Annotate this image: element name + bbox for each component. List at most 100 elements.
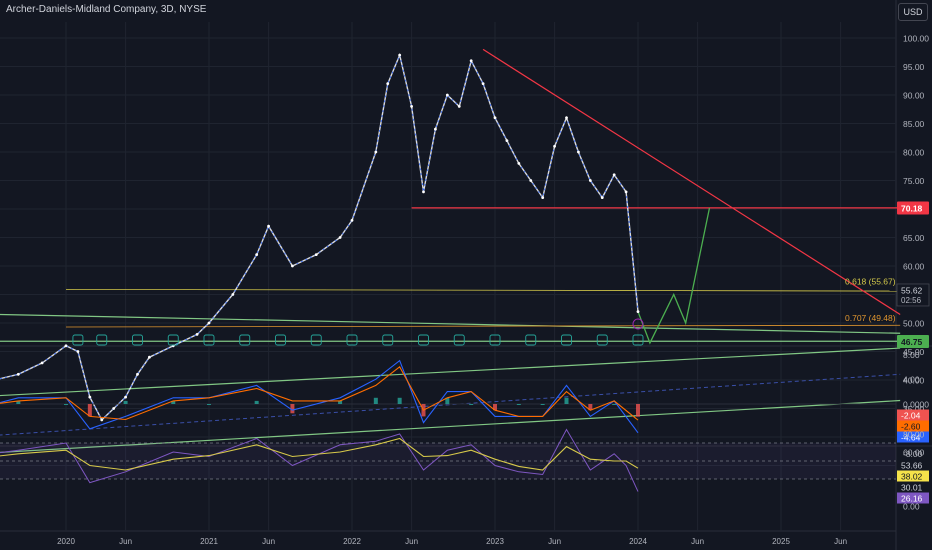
- earnings-marker: [489, 334, 501, 346]
- price-point: [422, 190, 425, 194]
- trendline-green-lower: [0, 399, 901, 454]
- rsi-line: [0, 428, 639, 492]
- macd-histogram-bar: [254, 400, 259, 404]
- macd-histogram-bar: [397, 397, 402, 404]
- price-tick-label: 45.00: [903, 347, 925, 357]
- price-point: [398, 53, 402, 57]
- price-tick-label: 40.00: [903, 376, 925, 386]
- price-point: [553, 144, 556, 148]
- price-point: [112, 407, 116, 410]
- time-tick-label: Jun: [548, 537, 561, 546]
- price-tick-label: 75.00: [903, 176, 925, 186]
- price-tick-label: 50.00: [903, 319, 925, 329]
- earnings-marker: [96, 334, 108, 346]
- price-point: [148, 355, 151, 359]
- price-tick-label: 80.00: [903, 148, 925, 158]
- macd-value-tag-bg: [897, 431, 929, 443]
- price-point: [493, 116, 497, 120]
- price-point: [88, 395, 92, 399]
- time-tick-label: 2022: [343, 537, 361, 546]
- macd-value-tag: -4.64: [901, 433, 921, 443]
- time-tick-label: Jun: [691, 537, 704, 546]
- price-point: [64, 344, 68, 348]
- macd-histogram-bar: [87, 404, 92, 417]
- macd-histogram-bar: [612, 404, 617, 405]
- rsi-value-tag: 38.02: [901, 472, 923, 482]
- fib-618-line: [65, 288, 901, 292]
- price-point: [124, 395, 127, 399]
- macd-histogram-bar: [540, 404, 545, 405]
- macd-histogram-bar: [636, 404, 640, 417]
- rsi-value-tag-bg: [897, 470, 929, 482]
- price-tick-label: 85.00: [903, 119, 925, 129]
- time-tick-label: Jun: [262, 537, 275, 546]
- dashed-midline: [0, 373, 901, 436]
- macd-histogram-bar: [338, 400, 343, 404]
- rsi-value-tag: 26.16: [901, 494, 923, 504]
- earnings-marker: [382, 334, 394, 346]
- price-point: [636, 310, 640, 313]
- dividend-icon: [632, 318, 644, 330]
- macd-histogram-bar: [516, 404, 521, 405]
- price-point: [314, 253, 318, 256]
- price-tick-label: 100.00: [903, 34, 929, 44]
- price-point: [505, 139, 509, 143]
- price-tick-label: 60.00: [903, 262, 925, 272]
- rsi-tick-label: 0.00: [903, 502, 920, 512]
- current-price-tag-bg: [896, 283, 930, 307]
- macd-histogram-bar: [469, 404, 474, 405]
- time-tick-label: Jun: [119, 537, 132, 546]
- price-point: [600, 196, 604, 200]
- earnings-marker: [346, 334, 358, 346]
- rsi-value-tag: 53.66: [901, 461, 923, 471]
- macd-histogram-bar: [588, 404, 593, 411]
- time-tick-label: 2021: [200, 537, 218, 546]
- earnings-marker: [203, 334, 215, 346]
- chart-title: Archer-Daniels-Midland Company, 3D, NYSE: [6, 4, 207, 15]
- macd-histogram-bar: [290, 404, 295, 414]
- time-tick-label: 2023: [486, 537, 504, 546]
- price-point: [410, 105, 413, 108]
- price-point: [577, 150, 580, 154]
- price-point: [100, 418, 104, 422]
- macd-histogram-bar: [445, 397, 450, 404]
- macd-value-tag-bg: [897, 409, 929, 421]
- price-point: [517, 162, 521, 165]
- macd-histogram-bar: [171, 400, 176, 404]
- price-point: [612, 173, 616, 177]
- price-point: [457, 105, 461, 108]
- price-point: [469, 59, 473, 63]
- time-tick-label: Jun: [834, 537, 847, 546]
- time-tick-label: 2024: [629, 537, 647, 546]
- trendline-green-upper: [0, 347, 901, 397]
- macd-tick-label: 4.00: [903, 375, 920, 385]
- price-point: [255, 253, 259, 256]
- macd-histogram-bar: [64, 404, 68, 405]
- price-tick-label: 35.00: [903, 404, 925, 414]
- descending-trendline: [482, 48, 901, 315]
- macd-histogram-bar: [207, 404, 211, 405]
- countdown-tag: 02:56: [901, 296, 922, 305]
- fib-618-label: 0.618 (55.67): [845, 277, 896, 287]
- price-series-shadow: [0, 53, 639, 421]
- resistance-price-tag: 70.18: [901, 203, 923, 213]
- earnings-marker: [310, 334, 322, 346]
- price-point: [374, 150, 378, 154]
- currency-button[interactable]: USD: [898, 3, 928, 21]
- price-point: [231, 293, 235, 296]
- price-point: [565, 116, 568, 120]
- macd-histogram-bar: [123, 400, 128, 404]
- price-point: [291, 264, 294, 268]
- rsi-value-tag-bg: [897, 492, 929, 504]
- macd-value-tag: -2.04: [901, 411, 921, 421]
- price-point: [588, 179, 592, 182]
- earnings-marker: [561, 334, 572, 346]
- time-tick-label: 2020: [57, 537, 75, 546]
- price-point: [267, 224, 270, 228]
- macd-histogram-bar: [16, 400, 21, 404]
- price-point: [445, 93, 449, 97]
- earnings-marker: [632, 334, 644, 346]
- macd-tick-label: 0.0000: [903, 400, 929, 410]
- macd-tick-label: -8.00: [903, 449, 923, 459]
